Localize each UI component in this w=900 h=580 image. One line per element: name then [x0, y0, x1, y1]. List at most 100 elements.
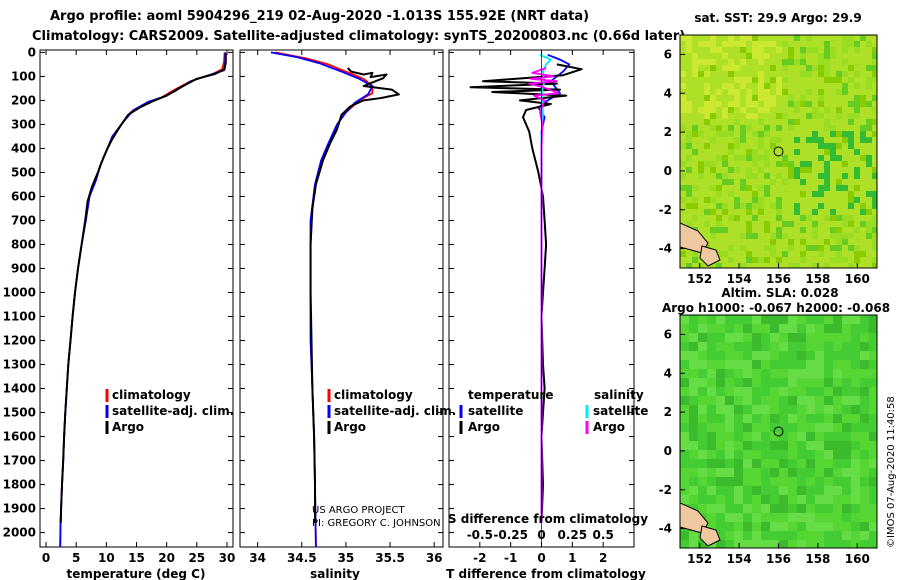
- map-cell: [758, 83, 764, 89]
- map-cell: [710, 179, 716, 185]
- map-cell: [833, 504, 842, 513]
- map-cell: [752, 215, 758, 221]
- map-cell: [686, 143, 692, 149]
- map-cell: [707, 459, 716, 468]
- map-cell: [830, 125, 836, 131]
- map-cell: [752, 47, 758, 53]
- map-cell: [830, 239, 836, 245]
- map-cell: [812, 53, 818, 59]
- map-cell: [866, 41, 872, 47]
- map-cell: [812, 173, 818, 179]
- map-cell: [782, 149, 788, 155]
- map-cell: [752, 432, 761, 441]
- map-cell: [788, 95, 794, 101]
- map-cell: [869, 540, 877, 548]
- map-cell: [824, 233, 830, 239]
- map-cell: [716, 342, 725, 351]
- map-cell: [710, 119, 716, 125]
- temperature-legend: climatology satellite-adj. clim. Argo: [105, 388, 234, 434]
- map-cell: [776, 251, 782, 257]
- depth-tick-label: 0: [28, 45, 36, 59]
- map-cell: [746, 113, 752, 119]
- map-cell: [689, 405, 698, 414]
- map-cell: [866, 239, 872, 245]
- map-cell: [800, 107, 806, 113]
- map-cell: [794, 221, 800, 227]
- map-cell: [728, 203, 734, 209]
- map-cell: [848, 41, 854, 47]
- map-cell: [818, 233, 824, 239]
- map-cell: [746, 71, 752, 77]
- map-cell: [680, 315, 689, 324]
- map-cell: [692, 131, 698, 137]
- map-cell: [776, 95, 782, 101]
- map-cell: [698, 378, 707, 387]
- map-cell: [716, 432, 725, 441]
- map-cell: [848, 149, 854, 155]
- map-cell: [797, 504, 806, 513]
- map-cell: [758, 53, 764, 59]
- map-cell: [866, 77, 872, 83]
- map-cell: [815, 540, 824, 548]
- map-cell: [728, 77, 734, 83]
- map-cell: [698, 450, 707, 459]
- map-cell: [770, 203, 776, 209]
- map-cell: [764, 53, 770, 59]
- map-cell: [740, 221, 746, 227]
- map-cell: [800, 263, 806, 268]
- map-cell: [758, 203, 764, 209]
- map-cell: [842, 531, 851, 540]
- map-cell: [728, 227, 734, 233]
- map-cell: [710, 47, 716, 53]
- map-cell: [842, 203, 848, 209]
- map-cell: [776, 83, 782, 89]
- map-cell: [734, 369, 743, 378]
- map-cell: [779, 513, 788, 522]
- map-cell: [740, 89, 746, 95]
- map-cell: [806, 257, 812, 263]
- legend-satadj: satellite-adj. clim.: [112, 404, 234, 418]
- map-cell: [698, 35, 704, 41]
- legend-temperature-heading: temperature: [468, 388, 553, 402]
- map-cell: [734, 342, 743, 351]
- map-cell: [830, 155, 836, 161]
- map-cell: [692, 203, 698, 209]
- map-cell: [752, 227, 758, 233]
- map-cell: [788, 227, 794, 233]
- map-cell: [734, 221, 740, 227]
- map-cell: [806, 513, 815, 522]
- map-cell: [851, 387, 860, 396]
- float-location-marker: [773, 426, 784, 437]
- map-cell: [686, 101, 692, 107]
- map-cell: [704, 215, 710, 221]
- map-cell: [704, 197, 710, 203]
- map-cell: [692, 113, 698, 119]
- map-cell: [860, 77, 866, 83]
- map-cell: [848, 119, 854, 125]
- map-cell: [788, 540, 797, 548]
- map-cell: [833, 531, 842, 540]
- map-cell: [782, 161, 788, 167]
- map-cell: [869, 531, 877, 540]
- map-cell: [854, 95, 860, 101]
- map-cell: [758, 71, 764, 77]
- map-cell: [716, 107, 722, 113]
- map-cell: [734, 245, 740, 251]
- map-cell: [710, 65, 716, 71]
- map-cell: [770, 119, 776, 125]
- map-cell: [776, 209, 782, 215]
- map-cell: [812, 251, 818, 257]
- map-cell: [710, 209, 716, 215]
- map-cell: [707, 315, 716, 324]
- map-cell: [722, 149, 728, 155]
- map-cell: [788, 209, 794, 215]
- depth-tick-label: 1000: [3, 285, 36, 299]
- map-x-tick-label: 158: [805, 272, 830, 286]
- map-cell: [764, 95, 770, 101]
- map-cell: [710, 77, 716, 83]
- map-cell: [704, 221, 710, 227]
- map-cell: [707, 387, 716, 396]
- map-cell: [716, 197, 722, 203]
- map-cell: [812, 197, 818, 203]
- map-cell: [698, 53, 704, 59]
